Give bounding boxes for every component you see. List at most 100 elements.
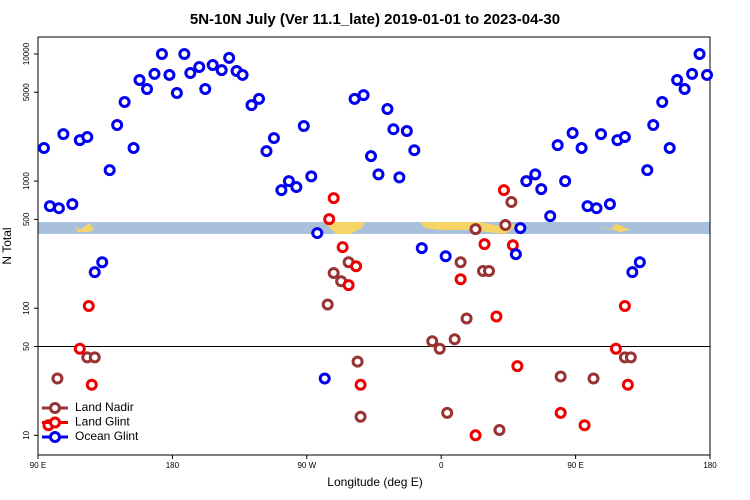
data-point — [544, 210, 557, 223]
y-axis-label: N Total — [0, 227, 14, 264]
data-point — [426, 335, 439, 348]
data-point — [323, 213, 336, 226]
data-point — [148, 67, 161, 80]
data-point — [408, 144, 421, 157]
data-point — [578, 419, 591, 432]
data-point — [342, 279, 355, 292]
data-point — [365, 150, 378, 163]
legend-marker — [49, 416, 61, 429]
data-point — [305, 170, 318, 183]
data-point — [678, 83, 691, 96]
data-point — [433, 342, 446, 355]
data-point — [236, 68, 249, 81]
data-point — [37, 142, 50, 155]
map-ocean — [38, 222, 710, 234]
data-point — [327, 267, 340, 280]
data-point — [354, 378, 367, 391]
data-point — [357, 89, 370, 102]
data-point — [454, 256, 467, 269]
data-point — [51, 372, 64, 385]
x-tick-label: 90 E — [30, 461, 46, 470]
data-point — [554, 370, 567, 383]
data-point — [267, 132, 280, 145]
data-point — [490, 310, 503, 323]
y-tick-label: 10000 — [22, 42, 31, 65]
x-tick-label: 90 W — [297, 461, 316, 470]
legend-label: Land Nadir — [75, 400, 134, 414]
data-point — [88, 351, 101, 364]
map-land — [325, 222, 365, 234]
data-point — [253, 92, 266, 105]
data-point — [141, 83, 154, 96]
data-point — [575, 142, 588, 155]
map-strip — [38, 222, 710, 234]
data-point — [603, 198, 616, 211]
data-point — [415, 242, 428, 255]
data-point — [454, 273, 467, 286]
data-point — [178, 47, 191, 60]
x-tick-label: 180 — [166, 461, 180, 470]
chart-title: 5N-10N July (Ver 11.1_late) 2019-01-01 t… — [190, 11, 560, 28]
data-point — [551, 139, 564, 152]
y-tick-label: 50 — [22, 341, 31, 350]
data-point — [354, 410, 367, 423]
data-point — [245, 99, 258, 112]
data-point — [478, 238, 491, 251]
data-point — [57, 128, 70, 141]
data-point — [686, 67, 699, 80]
data-point — [566, 126, 579, 139]
data-point — [327, 192, 340, 205]
x-tick-label: 180 — [703, 461, 717, 470]
data-point — [133, 74, 146, 87]
data-point — [529, 168, 542, 181]
data-point — [155, 47, 168, 60]
data-point — [624, 351, 637, 364]
data-point — [311, 227, 324, 240]
data-point — [66, 198, 79, 211]
data-point — [482, 265, 495, 278]
data-point — [641, 164, 654, 177]
data-point — [127, 142, 140, 155]
data-point — [448, 333, 461, 346]
y-tick-label: 500 — [22, 212, 31, 226]
plot-frame — [37, 36, 711, 456]
data-point — [693, 47, 706, 60]
data-point — [439, 250, 452, 263]
data-point — [193, 60, 206, 73]
x-tick-label: 0 — [439, 461, 444, 470]
data-point — [493, 424, 506, 437]
data-point — [469, 223, 482, 236]
data-point — [381, 103, 394, 116]
legend-label: Ocean Glint — [75, 429, 139, 443]
data-point — [81, 131, 94, 144]
data-point — [535, 183, 548, 196]
data-point — [350, 260, 363, 273]
map-land — [420, 222, 516, 234]
y-tick-label: 1000 — [22, 172, 31, 190]
data-point — [96, 256, 109, 269]
data-point — [372, 168, 385, 181]
data-point — [559, 175, 572, 188]
data-point — [260, 145, 273, 158]
data-point — [618, 131, 631, 144]
data-point — [275, 184, 288, 197]
y-tick-label: 100 — [22, 301, 31, 315]
data-point — [318, 372, 331, 385]
data-point — [88, 266, 101, 279]
map-land — [75, 223, 94, 232]
data-point — [85, 378, 98, 391]
data-point — [73, 342, 86, 355]
data-point — [656, 95, 669, 108]
data-point — [215, 64, 228, 77]
data-point — [633, 256, 646, 269]
data-point — [701, 68, 714, 81]
data-point — [290, 181, 303, 194]
data-point — [626, 266, 639, 279]
data-point — [554, 406, 567, 419]
data-point — [621, 378, 634, 391]
legend-label: Land Glint — [75, 415, 130, 429]
data-point — [321, 298, 334, 311]
map-land — [600, 224, 630, 232]
data-point — [520, 175, 533, 188]
data-point — [184, 67, 197, 80]
